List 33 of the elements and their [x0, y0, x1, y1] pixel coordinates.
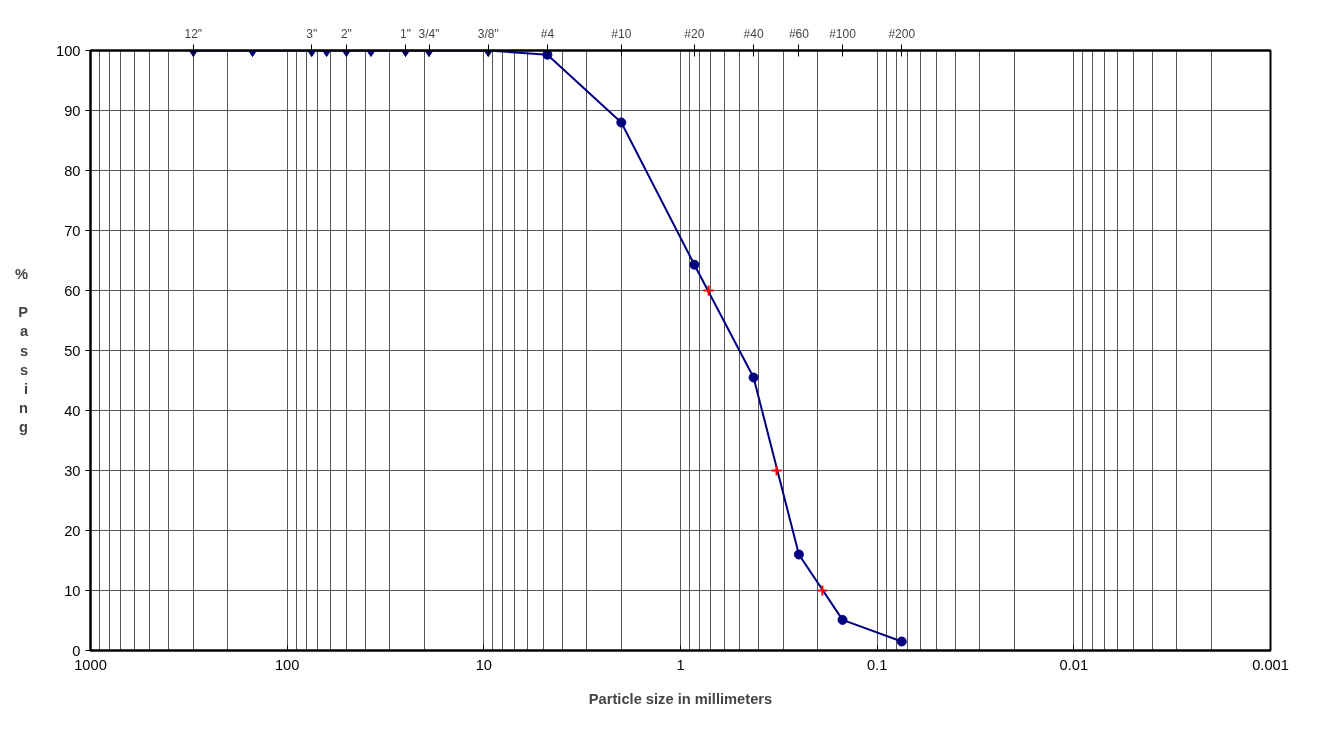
y-tick-label: 0 [72, 642, 81, 659]
annotation: #4 [540, 26, 555, 41]
annotation: #10 [611, 26, 632, 41]
y-tick-label: 50 [64, 342, 81, 359]
x-tick-label: 10 [475, 656, 492, 673]
x-tick-label: 1 [676, 656, 685, 673]
x-tick-label: 0.1 [866, 656, 888, 673]
y-tick-label: 10 [64, 582, 81, 599]
annotation: #60 [788, 26, 810, 41]
text: % Passing [15, 265, 29, 436]
annotation: #200 [888, 26, 916, 41]
y-tick-label: 70 [64, 222, 81, 239]
x-tick-label: 0.001 [1252, 656, 1289, 673]
annotation: 1" [400, 26, 412, 41]
x-tick-label: 1000 [74, 656, 107, 673]
annotation: 2" [340, 26, 352, 41]
y-tick-label: 100 [56, 42, 81, 59]
y-tick-label: 80 [64, 162, 81, 179]
y-tick-label: 30 [64, 462, 81, 479]
y-tick-label: 60 [64, 282, 81, 299]
annotation: 3/8" [477, 26, 499, 41]
y-tick-label: 40 [64, 402, 81, 419]
x-tick-label: 100 [274, 656, 300, 673]
annotation: 3/4" [418, 26, 440, 41]
x-tick-label: 0.01 [1059, 656, 1089, 673]
annotation: #100 [829, 26, 857, 41]
annotation: 3" [306, 26, 318, 41]
annotation: #20 [684, 26, 705, 41]
x-axis-title: Particle size in millimeters [588, 690, 773, 707]
annotation: #40 [743, 26, 764, 41]
annotation: 12" [184, 26, 203, 41]
y-tick-label: 90 [64, 102, 81, 119]
y-tick-label: 20 [64, 522, 81, 539]
